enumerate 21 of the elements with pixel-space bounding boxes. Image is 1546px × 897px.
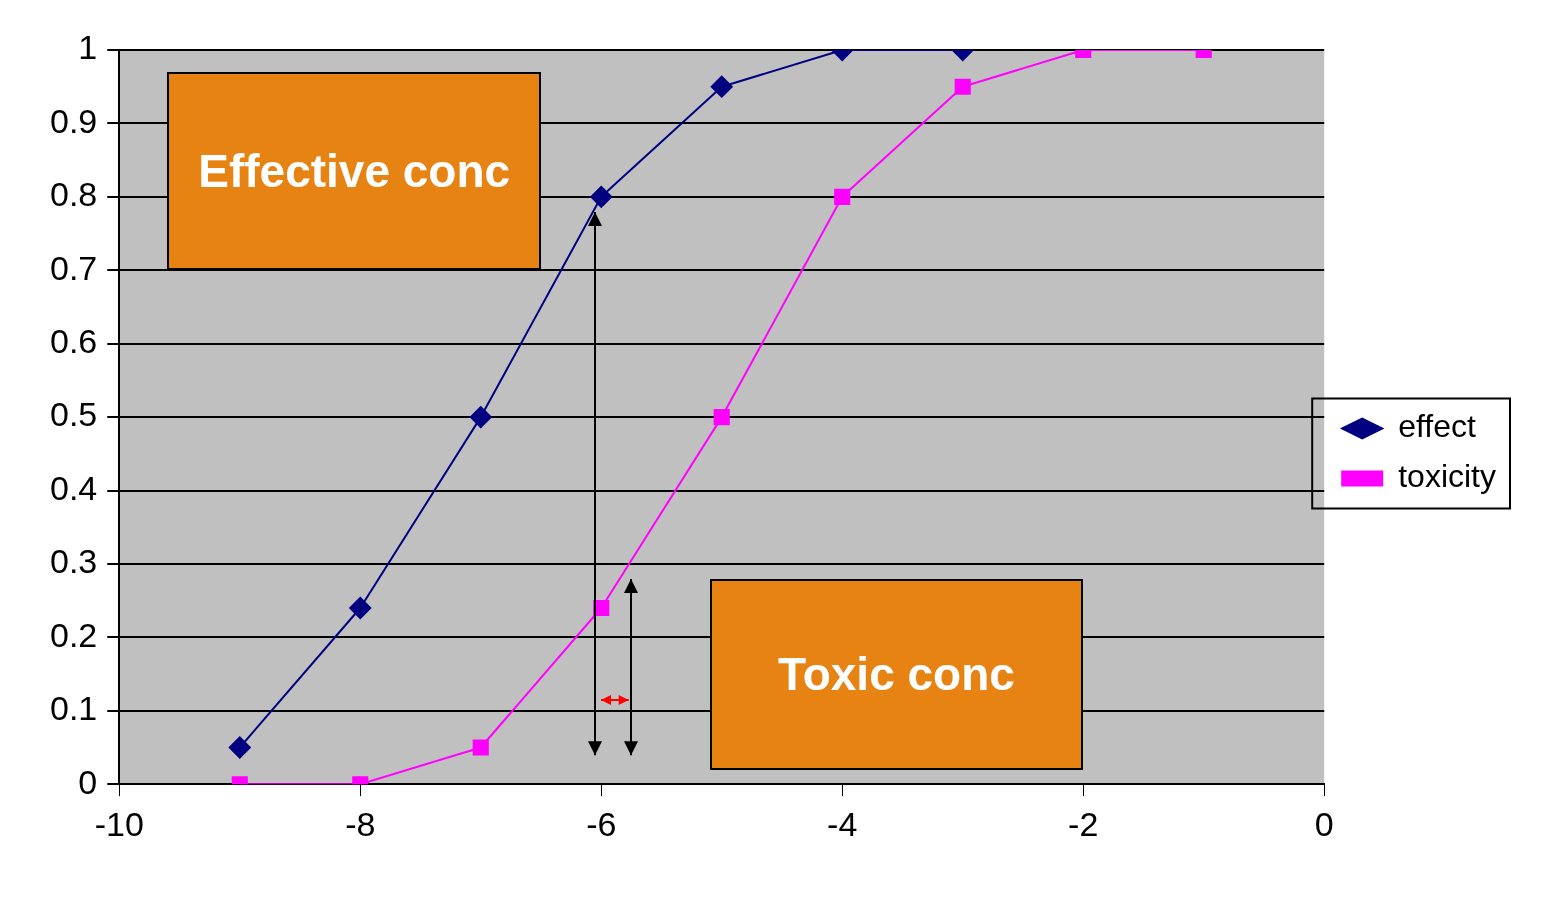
x-tick-label: -6 (586, 804, 617, 843)
y-tick-label: 0.5 (50, 395, 98, 434)
y-tick-label: 0.3 (50, 542, 98, 581)
y-tick-label: 0 (78, 762, 98, 801)
text-box: Effective conc (167, 72, 541, 271)
y-tick-label: 0.7 (50, 248, 98, 287)
x-tick-label: 0 (1314, 804, 1334, 843)
y-tick-label: 1 (78, 28, 98, 67)
x-tick-label: -4 (827, 804, 858, 843)
x-tick-label: -8 (345, 804, 376, 843)
x-tick-label: -10 (94, 804, 144, 843)
text-box: Toxic conc (709, 578, 1084, 770)
y-tick-label: 0.1 (50, 689, 98, 728)
y-tick-label: 0.8 (50, 175, 98, 214)
x-tick-label: -2 (1068, 804, 1099, 843)
y-tick-label: 0.6 (50, 322, 98, 361)
y-tick-label: 0.2 (50, 615, 98, 654)
legend-label: effect (1398, 408, 1476, 445)
y-tick-label: 0.4 (50, 468, 98, 507)
legend-label: toxicity (1398, 458, 1496, 495)
y-tick-label: 0.9 (50, 101, 98, 140)
